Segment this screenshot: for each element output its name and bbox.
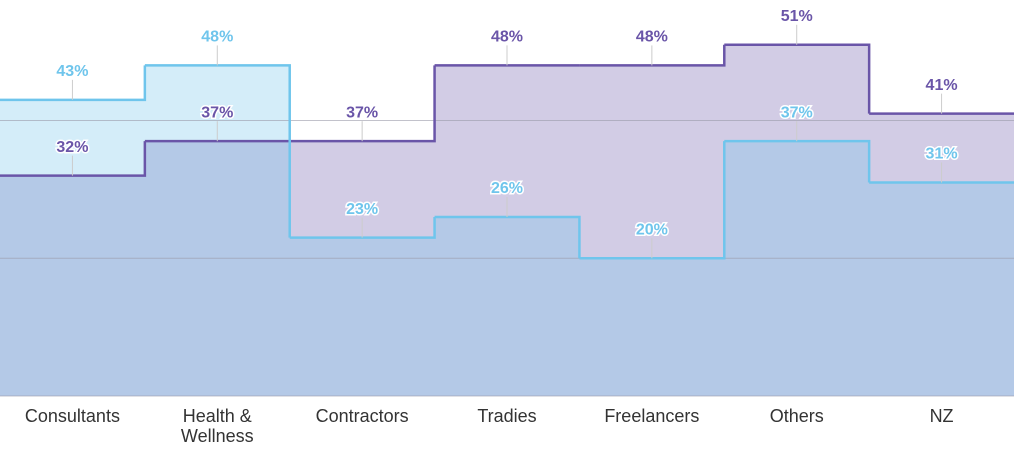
value-label: 43% [56, 63, 88, 80]
step-line [289, 65, 436, 143]
value-label: 37% [346, 104, 378, 121]
value-label: 37% [201, 104, 233, 121]
x-tick-label: Freelancers [604, 406, 700, 426]
step-line [0, 141, 147, 177]
value-label: 48% [491, 29, 523, 46]
step-line [724, 43, 871, 114]
step-line [579, 141, 726, 260]
x-tick-label: Contractors [315, 406, 409, 426]
area [0, 65, 1014, 396]
value-label: 41% [926, 77, 958, 94]
x-tick-label: NZ [929, 406, 954, 426]
step-line [144, 64, 291, 238]
value-label: 23% [346, 201, 378, 218]
value-label: 32% [56, 139, 88, 156]
value-label: 51% [781, 8, 813, 25]
value-label: 37% [781, 104, 813, 121]
step-line [724, 139, 871, 183]
value-label: 48% [636, 29, 668, 46]
x-tick-label: Consultants [24, 406, 120, 426]
chart: 32% 37% 37% 48% 48% 51% 41% 43% 48% 23% 26% 20% 37% 3… [0, 6, 1014, 397]
value-label: 31% [926, 146, 958, 163]
step-line [289, 216, 436, 239]
x-tick-label: Health & Wellness [180, 406, 254, 446]
area [0, 44, 1014, 396]
x-tick-label: Tradies [477, 406, 537, 426]
value-label: 26% [491, 180, 523, 197]
step-line [579, 44, 726, 67]
value-label: 48% [201, 29, 233, 46]
value-label: 20% [636, 221, 668, 238]
step-line [434, 215, 581, 259]
x-tick-label: Others [769, 406, 824, 426]
step-line [0, 65, 147, 102]
